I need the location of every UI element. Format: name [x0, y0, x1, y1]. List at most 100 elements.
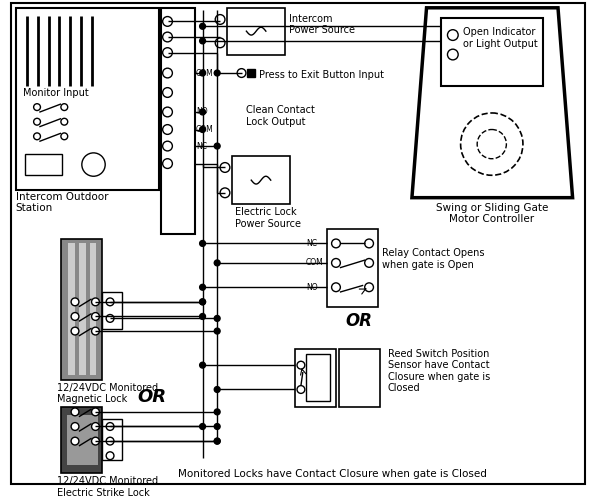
- Circle shape: [92, 408, 100, 416]
- Text: Electric Lock
Power Source: Electric Lock Power Source: [235, 208, 301, 229]
- Bar: [227, 8, 285, 54]
- Text: 12/24VDC Monitored
Magnetic Lock: 12/24VDC Monitored Magnetic Lock: [57, 382, 157, 404]
- Circle shape: [297, 386, 305, 394]
- Circle shape: [200, 70, 206, 76]
- Text: Relay Contact Opens
when gate is Open: Relay Contact Opens when gate is Open: [382, 248, 484, 270]
- Circle shape: [200, 240, 206, 246]
- Circle shape: [163, 68, 172, 78]
- Text: Clean Contact
Lock Output: Clean Contact Lock Output: [246, 105, 315, 127]
- Circle shape: [214, 438, 220, 444]
- Circle shape: [365, 258, 374, 268]
- Circle shape: [214, 143, 220, 149]
- Circle shape: [200, 299, 206, 305]
- Circle shape: [163, 158, 172, 168]
- Bar: [26, 154, 63, 176]
- Circle shape: [163, 88, 172, 98]
- Circle shape: [92, 422, 100, 430]
- Text: Open Indicator
or Light Output: Open Indicator or Light Output: [462, 28, 538, 49]
- Polygon shape: [412, 8, 573, 198]
- Circle shape: [214, 316, 220, 322]
- Circle shape: [200, 126, 206, 132]
- Circle shape: [200, 24, 206, 29]
- Circle shape: [200, 109, 206, 115]
- Circle shape: [214, 386, 220, 392]
- Circle shape: [215, 14, 225, 24]
- Circle shape: [163, 124, 172, 134]
- Circle shape: [92, 437, 100, 445]
- Circle shape: [448, 30, 458, 40]
- Circle shape: [448, 49, 458, 60]
- Text: COM: COM: [195, 68, 213, 78]
- Bar: [61, 238, 103, 380]
- Circle shape: [71, 298, 79, 306]
- Circle shape: [200, 284, 206, 290]
- Bar: [68, 244, 75, 375]
- Text: 12/24VDC Monitored
Electric Strike Lock: 12/24VDC Monitored Electric Strike Lock: [57, 476, 157, 498]
- Circle shape: [215, 38, 225, 48]
- Circle shape: [297, 362, 305, 369]
- Circle shape: [214, 409, 220, 415]
- Text: Swing or Sliding Gate
Motor Controller: Swing or Sliding Gate Motor Controller: [436, 202, 548, 224]
- Circle shape: [214, 438, 220, 444]
- Text: Intercom Outdoor
Station: Intercom Outdoor Station: [15, 192, 108, 214]
- Circle shape: [331, 258, 340, 268]
- Bar: [295, 348, 336, 407]
- Text: Monitor Input: Monitor Input: [23, 88, 89, 98]
- Circle shape: [214, 260, 220, 266]
- Bar: [441, 18, 544, 86]
- Circle shape: [163, 48, 172, 58]
- Circle shape: [61, 118, 68, 125]
- Circle shape: [71, 327, 79, 335]
- Circle shape: [33, 133, 41, 140]
- Circle shape: [163, 16, 172, 26]
- Bar: [79, 244, 86, 375]
- Circle shape: [214, 70, 220, 76]
- Circle shape: [71, 408, 79, 416]
- Circle shape: [92, 312, 100, 320]
- Text: Reed Switch Position
Sensor have Contact
Closure when gate is
Closed: Reed Switch Position Sensor have Contact…: [387, 348, 490, 394]
- Text: Monitored Locks have Contact Closure when gate is Closed: Monitored Locks have Contact Closure whe…: [178, 469, 487, 479]
- Text: NC: NC: [195, 142, 207, 150]
- Bar: [339, 348, 380, 407]
- Circle shape: [200, 38, 206, 44]
- Circle shape: [200, 299, 206, 305]
- Circle shape: [331, 283, 340, 292]
- Bar: [61, 407, 103, 473]
- Bar: [15, 8, 159, 190]
- Text: Press to Exit Button Input: Press to Exit Button Input: [259, 70, 384, 80]
- Text: NO: NO: [195, 108, 207, 116]
- Bar: [103, 418, 122, 460]
- Circle shape: [71, 437, 79, 445]
- Circle shape: [220, 188, 230, 198]
- Text: OR: OR: [345, 312, 372, 330]
- Circle shape: [106, 422, 114, 430]
- Circle shape: [163, 141, 172, 151]
- Circle shape: [461, 113, 523, 176]
- Circle shape: [71, 422, 79, 430]
- Circle shape: [61, 104, 68, 110]
- Circle shape: [82, 153, 105, 176]
- Circle shape: [92, 327, 100, 335]
- Circle shape: [61, 133, 68, 140]
- Text: NO: NO: [306, 283, 318, 292]
- Bar: [161, 8, 195, 234]
- Circle shape: [214, 424, 220, 430]
- Bar: [306, 354, 330, 401]
- Circle shape: [200, 314, 206, 320]
- Circle shape: [365, 283, 374, 292]
- Circle shape: [163, 107, 172, 117]
- Circle shape: [331, 239, 340, 248]
- Bar: [232, 156, 290, 204]
- Circle shape: [477, 130, 507, 158]
- Bar: [327, 229, 378, 306]
- Circle shape: [214, 328, 220, 334]
- Bar: [247, 69, 255, 77]
- Circle shape: [163, 32, 172, 42]
- Circle shape: [106, 452, 114, 460]
- Circle shape: [33, 104, 41, 110]
- Circle shape: [106, 298, 114, 306]
- Circle shape: [237, 68, 246, 78]
- Circle shape: [106, 314, 114, 322]
- Bar: [67, 415, 98, 466]
- Text: Intercom
Power Source: Intercom Power Source: [289, 14, 355, 35]
